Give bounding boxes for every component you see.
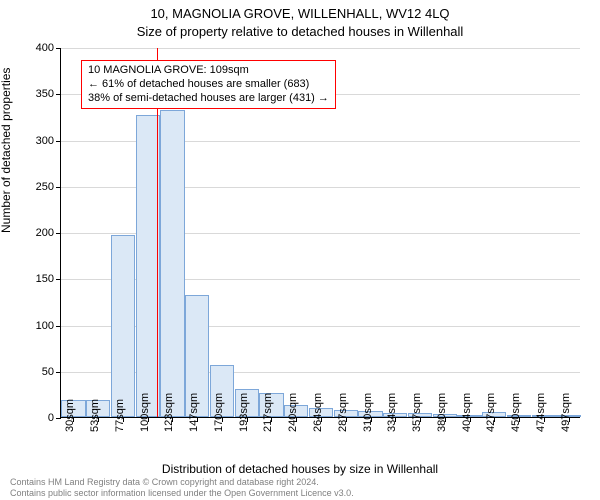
- gridline: [61, 48, 580, 49]
- y-tick-label: 300: [14, 135, 54, 147]
- y-tick-label: 150: [14, 273, 54, 285]
- y-tick-mark: [56, 279, 61, 280]
- plot-area: 10 MAGNOLIA GROVE: 109sqm← 61% of detach…: [60, 48, 580, 418]
- y-tick-label: 50: [14, 366, 54, 378]
- histogram-bar: [160, 110, 184, 417]
- footer-line-2: Contains public sector information licen…: [10, 488, 354, 498]
- chart-title: 10, MAGNOLIA GROVE, WILLENHALL, WV12 4LQ: [0, 6, 600, 21]
- annotation-line: ← 61% of detached houses are smaller (68…: [88, 78, 329, 92]
- histogram-bar: [136, 115, 160, 417]
- annotation-line: 10 MAGNOLIA GROVE: 109sqm: [88, 64, 329, 78]
- y-tick-label: 200: [14, 227, 54, 239]
- histogram-bar: [111, 235, 135, 417]
- x-axis-label: Distribution of detached houses by size …: [0, 462, 600, 476]
- y-tick-label: 250: [14, 181, 54, 193]
- y-tick-mark: [56, 418, 61, 419]
- y-tick-label: 350: [14, 88, 54, 100]
- y-tick-mark: [56, 372, 61, 373]
- y-tick-label: 400: [14, 42, 54, 54]
- y-tick-label: 100: [14, 320, 54, 332]
- figure: 10, MAGNOLIA GROVE, WILLENHALL, WV12 4LQ…: [0, 0, 600, 500]
- y-tick-mark: [56, 187, 61, 188]
- y-tick-mark: [56, 326, 61, 327]
- y-tick-mark: [56, 141, 61, 142]
- chart-subtitle: Size of property relative to detached ho…: [0, 24, 600, 39]
- annotation-box: 10 MAGNOLIA GROVE: 109sqm← 61% of detach…: [81, 60, 336, 109]
- y-tick-mark: [56, 94, 61, 95]
- y-tick-mark: [56, 233, 61, 234]
- y-tick-label: 0: [14, 412, 54, 424]
- annotation-line: 38% of semi-detached houses are larger (…: [88, 92, 329, 106]
- footer-line-1: Contains HM Land Registry data © Crown c…: [10, 477, 354, 487]
- footer-attribution: Contains HM Land Registry data © Crown c…: [10, 477, 354, 498]
- y-tick-mark: [56, 48, 61, 49]
- y-axis-label: Number of detached properties: [0, 68, 13, 233]
